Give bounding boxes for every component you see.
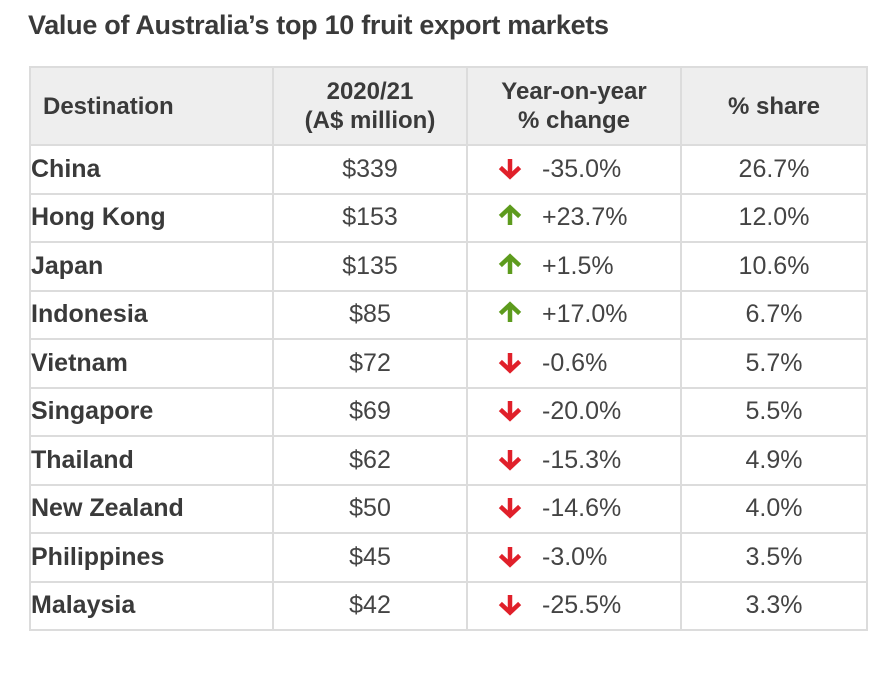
cell-share: 3.3% — [680, 580, 868, 631]
cell-value: $153 — [272, 192, 468, 243]
cell-value: $85 — [272, 289, 468, 340]
cell-destination: Philippines — [29, 532, 274, 583]
table-row: Malaysia $42 -25.5% 3.3% — [29, 580, 868, 631]
header-value-line1: 2020/21 — [326, 78, 414, 105]
arrow-up-icon — [498, 253, 522, 277]
cell-change: -35.0% — [466, 144, 682, 195]
change-value: -3.0% — [542, 542, 608, 571]
cell-change: -15.3% — [466, 435, 682, 486]
cell-change: -14.6% — [466, 483, 682, 534]
change-value: -20.0% — [542, 397, 622, 426]
change-value: -0.6% — [542, 348, 608, 377]
table-row: Thailand $62 -15.3% 4.9% — [29, 435, 868, 486]
cell-share: 4.0% — [680, 483, 868, 534]
cell-destination: Singapore — [29, 386, 274, 437]
arrow-down-icon — [498, 447, 522, 471]
cell-change: -3.0% — [466, 532, 682, 583]
cell-value: $42 — [272, 580, 468, 631]
cell-share: 5.7% — [680, 338, 868, 389]
header-value-line2: (A$ million) — [304, 107, 436, 134]
cell-change: -25.5% — [466, 580, 682, 631]
table-row: Philippines $45 -3.0% 3.5% — [29, 532, 868, 583]
table-row: Japan $135 +1.5% 10.6% — [29, 241, 868, 292]
cell-change: +17.0% — [466, 289, 682, 340]
arrow-down-icon — [498, 156, 522, 180]
table-row: Indonesia $85 +17.0% 6.7% — [29, 289, 868, 340]
cell-destination: Hong Kong — [29, 192, 274, 243]
cell-value: $339 — [272, 144, 468, 195]
cell-destination: China — [29, 144, 274, 195]
header-change-line2: % change — [517, 107, 631, 134]
cell-value: $69 — [272, 386, 468, 437]
cell-value: $135 — [272, 241, 468, 292]
header-value: 2020/21 (A$ million) — [272, 66, 468, 146]
arrow-up-icon — [498, 301, 522, 325]
cell-change: +1.5% — [466, 241, 682, 292]
arrow-down-icon — [498, 350, 522, 374]
table-body: China $339 -35.0% 26.7% Hong Kong $153 +23.7% 1… — [29, 144, 868, 631]
cell-destination: Thailand — [29, 435, 274, 486]
cell-share: 5.5% — [680, 386, 868, 437]
cell-share: 26.7% — [680, 144, 868, 195]
cell-share: 6.7% — [680, 289, 868, 340]
change-value: +23.7% — [542, 203, 628, 232]
cell-destination: Japan — [29, 241, 274, 292]
change-value: -35.0% — [542, 154, 622, 183]
header-change: Year-on-year % change — [466, 66, 682, 146]
table-row: Hong Kong $153 +23.7% 12.0% — [29, 192, 868, 243]
table-row: Singapore $69 -20.0% 5.5% — [29, 386, 868, 437]
arrow-down-icon — [498, 592, 522, 616]
cell-share: 12.0% — [680, 192, 868, 243]
change-value: +17.0% — [542, 300, 628, 329]
cell-change: -20.0% — [466, 386, 682, 437]
page-title: Value of Australia’s top 10 fruit export… — [28, 10, 609, 40]
fruit-export-table: Destination 2020/21 (A$ million) Year-on… — [29, 66, 868, 631]
header-change-line1: Year-on-year — [501, 78, 647, 105]
arrow-down-icon — [498, 495, 522, 519]
table-row: China $339 -35.0% 26.7% — [29, 144, 868, 195]
cell-value: $72 — [272, 338, 468, 389]
cell-share: 3.5% — [680, 532, 868, 583]
cell-destination: Vietnam — [29, 338, 274, 389]
cell-share: 4.9% — [680, 435, 868, 486]
cell-value: $62 — [272, 435, 468, 486]
header-share: % share — [680, 66, 868, 146]
arrow-down-icon — [498, 544, 522, 568]
cell-value: $50 — [272, 483, 468, 534]
change-value: -25.5% — [542, 591, 622, 620]
cell-destination: Malaysia — [29, 580, 274, 631]
table-header: Destination 2020/21 (A$ million) Year-on… — [29, 66, 868, 146]
arrow-down-icon — [498, 398, 522, 422]
arrow-up-icon — [498, 204, 522, 228]
header-destination: Destination — [29, 66, 274, 146]
header-row: Destination 2020/21 (A$ million) Year-on… — [29, 66, 868, 146]
table-row: New Zealand $50 -14.6% 4.0% — [29, 483, 868, 534]
change-value: -15.3% — [542, 445, 622, 474]
table-row: Vietnam $72 -0.6% 5.7% — [29, 338, 868, 389]
change-value: +1.5% — [542, 251, 614, 280]
change-value: -14.6% — [542, 494, 622, 523]
cell-destination: Indonesia — [29, 289, 274, 340]
cell-change: -0.6% — [466, 338, 682, 389]
cell-share: 10.6% — [680, 241, 868, 292]
cell-change: +23.7% — [466, 192, 682, 243]
cell-value: $45 — [272, 532, 468, 583]
cell-destination: New Zealand — [29, 483, 274, 534]
